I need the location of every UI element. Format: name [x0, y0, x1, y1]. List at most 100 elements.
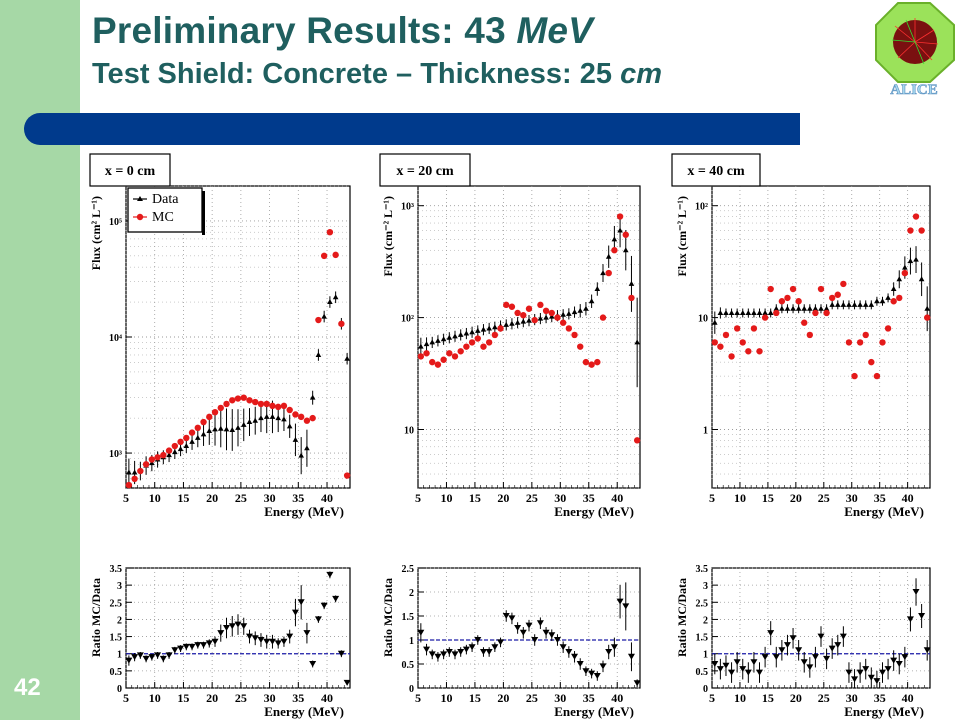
mc-point: [275, 403, 282, 411]
x-tick-label: 10: [440, 691, 452, 705]
data-point: [189, 438, 195, 444]
x-tick-label: 40: [902, 491, 914, 505]
y-tick-label: 1.5: [402, 612, 415, 623]
mc-point: [565, 325, 573, 332]
mc-point: [320, 252, 328, 260]
data-point: [907, 258, 914, 264]
x-tick-label: 35: [292, 491, 304, 505]
y-tick-label: 10⁴: [109, 333, 122, 344]
ratio-point: [845, 669, 853, 676]
x-tick-label: 25: [235, 491, 247, 505]
ratio-point: [531, 637, 539, 643]
data-point: [634, 339, 640, 345]
y-axis-label: Flux (cm⁻² L⁻¹): [381, 196, 395, 277]
x-tick-label: 35: [874, 491, 886, 505]
data-point: [751, 309, 757, 315]
mc-point: [599, 314, 607, 321]
data-point: [857, 301, 863, 307]
x-tick-label: 10: [149, 491, 161, 505]
x-tick-label: 5: [709, 691, 715, 705]
data-point: [229, 427, 236, 433]
panel-label: x = 20 cm: [396, 164, 454, 179]
mc-point: [451, 353, 459, 360]
mc-point: [217, 404, 224, 412]
mc-point: [194, 424, 201, 432]
mc-point: [778, 298, 786, 305]
y-tick-label: 0.5: [402, 660, 415, 671]
ratio-point: [142, 655, 150, 662]
x-tick-label: 5: [123, 691, 129, 705]
data-point: [526, 317, 532, 323]
x-tick-label: 40: [611, 691, 623, 705]
data-point: [566, 310, 572, 316]
mc-point: [257, 400, 265, 408]
mc-point: [622, 231, 629, 238]
legend-shadow: [202, 191, 205, 235]
y-tick-label: 0: [409, 684, 414, 695]
mc-point: [200, 418, 207, 426]
data-point: [463, 330, 470, 336]
subtitle-text: Test Shield: Concrete – Thickness: 25: [92, 58, 621, 90]
data-point: [851, 301, 858, 307]
data-point: [212, 426, 218, 432]
ratio-point: [884, 666, 892, 673]
mc-point: [912, 213, 920, 220]
x-tick-label: 25: [235, 691, 247, 705]
mc-point: [722, 331, 730, 339]
mc-point: [901, 269, 909, 277]
mc-point: [605, 269, 612, 277]
ratio-point: [772, 654, 780, 661]
data-point: [745, 309, 752, 315]
title-text: Preliminary Results: 43: [92, 10, 517, 51]
data-point: [583, 305, 589, 311]
ratio-point: [497, 639, 505, 646]
mc-point: [733, 325, 741, 332]
ratio-point: [297, 599, 305, 606]
ratio-point: [508, 615, 516, 622]
ratio-point: [789, 635, 797, 642]
data-point: [790, 305, 796, 311]
slide-subtitle: Test Shield: Concrete – Thickness: 25 cm: [92, 58, 662, 91]
y-tick-label: 10: [698, 314, 708, 325]
x-tick-label: 20: [206, 691, 218, 705]
ratio-point: [901, 654, 909, 661]
x-tick-label: 20: [497, 691, 509, 705]
data-point: [275, 415, 282, 421]
mc-point: [286, 406, 293, 414]
y-tick-label: 2.5: [696, 598, 709, 609]
data-point: [177, 446, 184, 452]
ratio-point: [434, 653, 442, 660]
ratio-point: [257, 637, 265, 643]
data-point: [885, 294, 891, 300]
data-point: [823, 305, 830, 311]
data-point: [896, 276, 903, 282]
mc-point: [834, 291, 841, 298]
mc-point: [559, 319, 567, 326]
mc-point: [801, 319, 808, 326]
y-axis-label: Ratio MC/Data: [89, 578, 103, 657]
mc-point: [542, 307, 550, 315]
data-point: [784, 305, 791, 311]
data-point: [194, 434, 201, 440]
ratio-point: [337, 650, 345, 657]
y-tick-label: 2: [703, 615, 708, 626]
x-axis-label: Energy (MeV): [264, 704, 344, 719]
data-point: [435, 337, 441, 343]
mc-point: [628, 294, 635, 302]
data-point: [739, 309, 746, 315]
mc-point: [784, 294, 791, 302]
data-point: [126, 469, 132, 475]
data-point: [474, 327, 481, 333]
ratio-point: [263, 638, 271, 645]
mc-point: [183, 434, 190, 442]
mc-point: [309, 414, 316, 422]
x-tick-label: 5: [123, 491, 129, 505]
mc-point: [756, 348, 763, 355]
x-axis-label: Energy (MeV): [844, 504, 924, 519]
ratio-point: [622, 603, 630, 610]
mc-point: [582, 358, 590, 366]
x-tick-label: 20: [790, 491, 802, 505]
mc-point: [457, 348, 464, 355]
mc-point: [789, 285, 797, 293]
